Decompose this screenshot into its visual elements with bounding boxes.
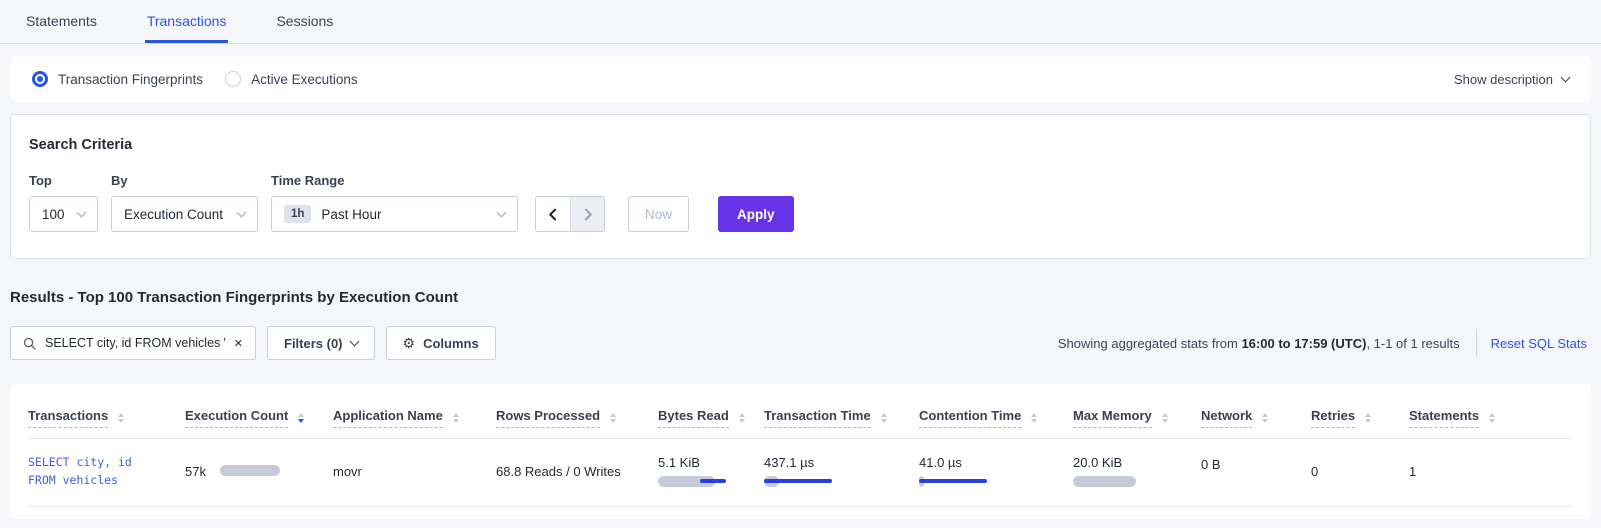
transaction-time-bar bbox=[764, 475, 832, 488]
execution-count-cell: 57k bbox=[185, 464, 327, 479]
clear-search-icon[interactable]: ✕ bbox=[233, 337, 243, 350]
retries-cell: 0 bbox=[1311, 463, 1319, 479]
table-row: SELECT city, id FROM vehicles 57k movr 68… bbox=[28, 438, 1573, 507]
chevron-down-icon bbox=[76, 207, 87, 217]
filters-button[interactable]: Filters (0) bbox=[267, 326, 375, 360]
chevron-left-icon bbox=[548, 208, 556, 220]
show-description-label: Show description bbox=[1454, 71, 1553, 87]
sort-icon[interactable] bbox=[452, 413, 459, 423]
search-icon bbox=[23, 337, 36, 350]
time-range-value: Past Hour bbox=[321, 206, 382, 222]
page-tabs: Statements Transactions Sessions bbox=[0, 0, 1601, 44]
search-box[interactable]: ✕ bbox=[10, 326, 256, 360]
by-field: By Execution Count bbox=[111, 173, 258, 232]
column-header-retries[interactable]: Retries bbox=[1311, 408, 1403, 428]
sort-icon[interactable] bbox=[880, 413, 887, 423]
execution-count-bar bbox=[219, 465, 280, 477]
by-select-value: Execution Count bbox=[124, 206, 224, 222]
time-range-select[interactable]: 1h Past Hour bbox=[271, 196, 518, 232]
columns-button[interactable]: ⚙ Columns bbox=[385, 326, 496, 360]
now-button[interactable]: Now bbox=[628, 196, 690, 232]
chevron-down-icon bbox=[1560, 72, 1571, 82]
max-memory-bar bbox=[1073, 475, 1136, 488]
results-heading: Results - Top 100 Transaction Fingerprin… bbox=[10, 289, 459, 306]
radio-label: Active Executions bbox=[251, 71, 358, 87]
view-radio-group: Transaction Fingerprints Active Executio… bbox=[32, 71, 358, 87]
column-header-contention-time[interactable]: Contention Time bbox=[919, 408, 1067, 428]
top-field: Top 100 bbox=[29, 173, 98, 232]
tab-statements[interactable]: Statements bbox=[26, 13, 97, 29]
previous-time-button[interactable] bbox=[536, 197, 570, 231]
top-select[interactable]: 100 bbox=[29, 196, 98, 232]
search-criteria-card: Search Criteria Top 100 By Execution Cou… bbox=[10, 114, 1591, 259]
by-select[interactable]: Execution Count bbox=[111, 196, 258, 232]
column-header-execution-count[interactable]: Execution Count bbox=[185, 408, 327, 428]
chevron-down-icon bbox=[236, 207, 247, 217]
sort-desc-icon[interactable] bbox=[298, 413, 305, 423]
radio-selected-icon bbox=[32, 71, 48, 87]
sort-icon[interactable] bbox=[1031, 413, 1038, 423]
time-step-buttons bbox=[535, 196, 605, 232]
table-header-row: Transactions Execution Count Application… bbox=[28, 394, 1573, 439]
gear-icon: ⚙ bbox=[402, 334, 416, 351]
search-criteria-title: Search Criteria bbox=[29, 137, 133, 153]
view-toggle-card: Transaction Fingerprints Active Executio… bbox=[10, 56, 1591, 102]
top-select-value: 100 bbox=[42, 206, 65, 222]
contention-time-cell: 41.0 µs bbox=[919, 455, 1067, 488]
bytes-read-bar bbox=[658, 475, 726, 488]
contention-time-bar bbox=[919, 475, 987, 488]
column-header-transactions[interactable]: Transactions bbox=[28, 408, 179, 428]
application-name-cell: movr bbox=[333, 463, 362, 479]
column-header-max-memory[interactable]: Max Memory bbox=[1073, 408, 1195, 428]
apply-button[interactable]: Apply bbox=[718, 196, 794, 232]
time-range-label: Time Range bbox=[271, 173, 345, 188]
radio-label: Transaction Fingerprints bbox=[58, 71, 204, 87]
column-header-statements[interactable]: Statements bbox=[1409, 408, 1567, 428]
column-header-application-name[interactable]: Application Name bbox=[333, 408, 490, 428]
tab-transactions[interactable]: Transactions bbox=[144, 1, 229, 43]
filters-label: Filters (0) bbox=[284, 335, 343, 351]
search-input[interactable] bbox=[45, 336, 225, 350]
statements-cell: 1 bbox=[1409, 463, 1417, 479]
radio-unselected-icon bbox=[225, 71, 242, 87]
by-label: By bbox=[111, 173, 128, 188]
tab-sessions[interactable]: Sessions bbox=[276, 13, 334, 29]
chevron-down-icon bbox=[349, 336, 359, 347]
radio-active-executions[interactable]: Active Executions bbox=[225, 71, 358, 87]
time-range-field: Time Range 1h Past Hour bbox=[271, 173, 518, 232]
column-header-bytes-read[interactable]: Bytes Read bbox=[658, 408, 758, 428]
time-range-badge: 1h bbox=[284, 205, 312, 223]
next-time-button[interactable] bbox=[570, 197, 604, 231]
column-header-transaction-time[interactable]: Transaction Time bbox=[764, 408, 913, 428]
max-memory-cell: 20.0 KiB bbox=[1073, 455, 1195, 488]
transaction-time-cell: 437.1 µs bbox=[764, 455, 913, 488]
network-cell: 0 B bbox=[1201, 457, 1221, 472]
sort-icon[interactable] bbox=[118, 413, 125, 423]
bytes-read-cell: 5.1 KiB bbox=[658, 455, 758, 488]
chevron-down-icon bbox=[496, 207, 507, 217]
aggregated-stats-text: Showing aggregated stats from 16:00 to 1… bbox=[1057, 335, 1460, 351]
column-header-network[interactable]: Network bbox=[1201, 408, 1305, 428]
results-toolbar: ✕ Filters (0) ⚙ Columns Showing aggregat… bbox=[10, 326, 1591, 360]
columns-label: Columns bbox=[423, 335, 479, 351]
chevron-right-icon bbox=[584, 208, 592, 220]
sort-icon[interactable] bbox=[1262, 413, 1269, 423]
radio-transaction-fingerprints[interactable]: Transaction Fingerprints bbox=[32, 71, 203, 87]
transactions-table-card: Transactions Execution Count Application… bbox=[10, 384, 1591, 519]
sort-icon[interactable] bbox=[1489, 413, 1496, 423]
sort-icon[interactable] bbox=[610, 413, 617, 423]
rows-processed-cell: 68.8 Reads / 0 Writes bbox=[496, 463, 621, 479]
vertical-divider bbox=[1475, 329, 1477, 357]
sort-icon[interactable] bbox=[738, 413, 745, 423]
column-header-rows-processed[interactable]: Rows Processed bbox=[496, 408, 652, 428]
show-description-toggle[interactable]: Show description bbox=[1454, 71, 1571, 87]
sort-icon[interactable] bbox=[1365, 413, 1372, 423]
transaction-fingerprint-link[interactable]: SELECT city, id FROM vehicles bbox=[28, 455, 132, 488]
sort-icon[interactable] bbox=[1161, 413, 1168, 423]
transactions-table: Transactions Execution Count Application… bbox=[28, 394, 1573, 507]
reset-sql-stats-link[interactable]: Reset SQL Stats bbox=[1490, 335, 1587, 351]
top-label: Top bbox=[29, 173, 52, 188]
